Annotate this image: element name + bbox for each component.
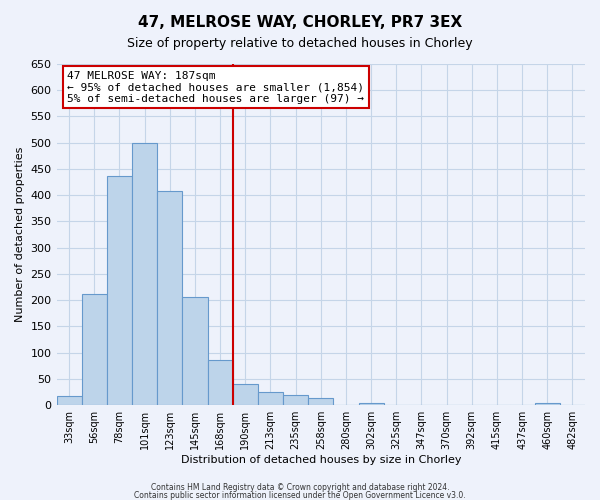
Bar	[132, 142, 157, 405]
Bar	[308, 398, 334, 405]
Text: 47 MELROSE WAY: 187sqm
← 95% of detached houses are smaller (1,854)
5% of semi-d: 47 MELROSE WAY: 187sqm ← 95% of detached…	[67, 71, 364, 104]
Bar	[258, 392, 283, 405]
Text: Contains public sector information licensed under the Open Government Licence v3: Contains public sector information licen…	[134, 490, 466, 500]
X-axis label: Distribution of detached houses by size in Chorley: Distribution of detached houses by size …	[181, 455, 461, 465]
Text: Size of property relative to detached houses in Chorley: Size of property relative to detached ho…	[127, 38, 473, 51]
Bar	[82, 294, 107, 405]
Bar	[157, 191, 182, 405]
Bar	[208, 360, 233, 405]
Bar	[283, 394, 308, 405]
Bar	[56, 396, 82, 405]
Y-axis label: Number of detached properties: Number of detached properties	[15, 147, 25, 322]
Bar	[107, 176, 132, 405]
Text: 47, MELROSE WAY, CHORLEY, PR7 3EX: 47, MELROSE WAY, CHORLEY, PR7 3EX	[138, 15, 462, 30]
Bar	[535, 402, 560, 405]
Bar	[359, 402, 383, 405]
Bar	[182, 296, 208, 405]
Text: Contains HM Land Registry data © Crown copyright and database right 2024.: Contains HM Land Registry data © Crown c…	[151, 483, 449, 492]
Bar	[233, 384, 258, 405]
